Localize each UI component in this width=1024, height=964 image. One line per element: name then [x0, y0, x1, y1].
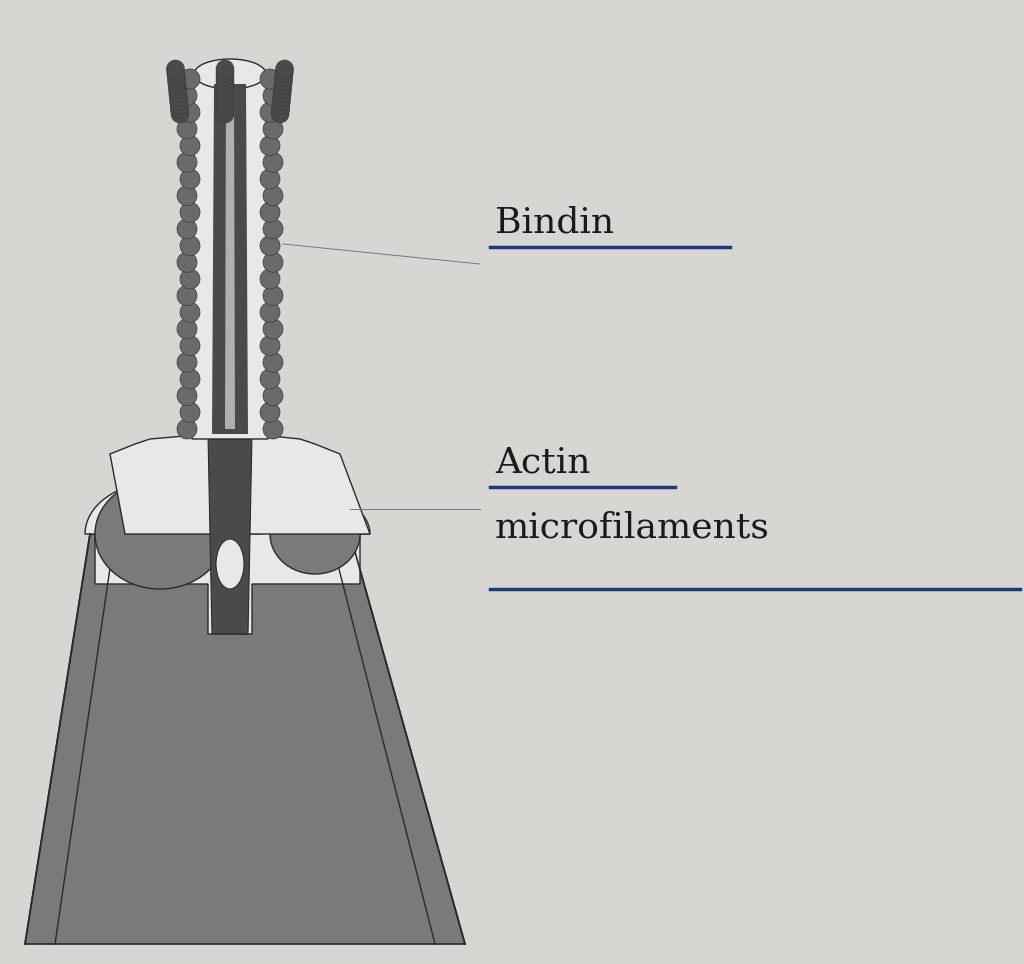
Circle shape [171, 105, 189, 123]
Circle shape [180, 369, 200, 389]
Circle shape [260, 202, 280, 223]
Circle shape [260, 102, 280, 122]
Circle shape [263, 219, 283, 239]
Text: microfilaments: microfilaments [495, 510, 770, 544]
Circle shape [216, 64, 234, 82]
Circle shape [168, 72, 185, 91]
Ellipse shape [216, 539, 244, 589]
Circle shape [216, 89, 234, 107]
Circle shape [177, 285, 197, 306]
Circle shape [177, 419, 197, 439]
Circle shape [216, 85, 234, 102]
Circle shape [169, 89, 187, 107]
Circle shape [273, 76, 292, 94]
Circle shape [216, 96, 234, 115]
Circle shape [263, 253, 283, 273]
Ellipse shape [194, 59, 266, 89]
Circle shape [273, 80, 292, 98]
Circle shape [273, 85, 291, 102]
Circle shape [170, 96, 188, 115]
Circle shape [216, 72, 234, 91]
Circle shape [177, 253, 197, 273]
Circle shape [167, 68, 185, 86]
Circle shape [263, 319, 283, 339]
Circle shape [169, 85, 187, 102]
Circle shape [263, 419, 283, 439]
Circle shape [168, 76, 186, 94]
Circle shape [271, 105, 289, 123]
Circle shape [180, 136, 200, 155]
Circle shape [177, 186, 197, 205]
Circle shape [171, 101, 188, 119]
Circle shape [216, 101, 234, 119]
Circle shape [167, 60, 184, 78]
Circle shape [260, 235, 280, 255]
Circle shape [177, 352, 197, 372]
Circle shape [180, 303, 200, 322]
Ellipse shape [270, 494, 360, 574]
Circle shape [177, 119, 197, 139]
Circle shape [260, 335, 280, 356]
Circle shape [263, 119, 283, 139]
Polygon shape [208, 434, 252, 634]
Circle shape [274, 68, 293, 86]
Circle shape [260, 269, 280, 289]
Circle shape [263, 152, 283, 173]
Text: Actin: Actin [495, 445, 591, 479]
Polygon shape [225, 94, 234, 429]
Circle shape [216, 80, 234, 98]
Circle shape [272, 89, 291, 107]
Circle shape [180, 169, 200, 189]
Polygon shape [212, 84, 248, 434]
Circle shape [275, 64, 293, 82]
Circle shape [177, 386, 197, 406]
Circle shape [169, 80, 186, 98]
Circle shape [216, 93, 234, 111]
Circle shape [260, 303, 280, 322]
Circle shape [216, 76, 234, 94]
Circle shape [260, 402, 280, 422]
Circle shape [260, 169, 280, 189]
Polygon shape [85, 482, 370, 634]
Circle shape [170, 93, 187, 111]
Circle shape [216, 68, 234, 86]
Circle shape [177, 152, 197, 173]
Circle shape [216, 60, 234, 78]
Circle shape [263, 386, 283, 406]
Circle shape [167, 64, 185, 82]
Circle shape [180, 69, 200, 89]
Ellipse shape [95, 479, 225, 589]
Circle shape [272, 93, 290, 111]
Circle shape [260, 69, 280, 89]
Circle shape [263, 285, 283, 306]
Circle shape [274, 72, 292, 91]
Circle shape [260, 369, 280, 389]
Circle shape [263, 352, 283, 372]
Circle shape [180, 402, 200, 422]
Circle shape [271, 101, 290, 119]
Circle shape [271, 96, 290, 115]
Text: Bindin: Bindin [495, 205, 614, 239]
Circle shape [180, 235, 200, 255]
Circle shape [180, 335, 200, 356]
Circle shape [177, 219, 197, 239]
Circle shape [177, 86, 197, 106]
Circle shape [263, 186, 283, 205]
Polygon shape [25, 534, 465, 944]
Circle shape [275, 60, 294, 78]
Circle shape [180, 102, 200, 122]
Circle shape [260, 136, 280, 155]
Circle shape [180, 202, 200, 223]
Circle shape [263, 86, 283, 106]
Circle shape [180, 269, 200, 289]
Polygon shape [193, 74, 268, 439]
Circle shape [177, 319, 197, 339]
Circle shape [216, 105, 234, 123]
Polygon shape [110, 434, 370, 534]
